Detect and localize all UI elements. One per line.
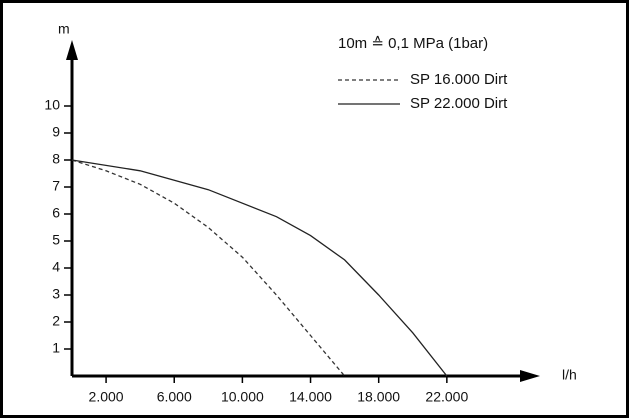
x-tick-label: 2.000 — [89, 389, 124, 405]
legend-label: SP 16.000 Dirt — [410, 71, 508, 88]
y-tick-label: 8 — [52, 151, 60, 167]
x-tick-label: 18.000 — [357, 389, 400, 405]
x-tick-label: 6.000 — [157, 389, 192, 405]
y-tick-label: 10 — [44, 97, 60, 113]
x-tick-label: 22.000 — [425, 389, 468, 405]
y-axis-arrow — [66, 40, 78, 60]
y-tick-label: 5 — [52, 232, 60, 248]
y-tick-label: 2 — [52, 313, 60, 329]
y-tick-label: 3 — [52, 286, 60, 302]
y-tick-label: 6 — [52, 205, 60, 221]
x-tick-label: 14.000 — [289, 389, 332, 405]
x-axis-arrow — [520, 370, 540, 382]
annotation: 10m ≙ 0,1 MPa (1bar) — [338, 35, 488, 52]
y-tick-label: 9 — [52, 124, 60, 140]
y-axis-label: m — [58, 21, 70, 37]
series-line — [71, 159, 448, 377]
x-axis-label: l/h — [562, 367, 577, 383]
legend-label: SP 22.000 Dirt — [410, 95, 508, 112]
y-tick-label: 1 — [52, 340, 60, 356]
x-tick-label: 10.000 — [221, 389, 264, 405]
y-tick-label: 7 — [52, 178, 60, 194]
y-tick-label: 4 — [52, 259, 60, 275]
